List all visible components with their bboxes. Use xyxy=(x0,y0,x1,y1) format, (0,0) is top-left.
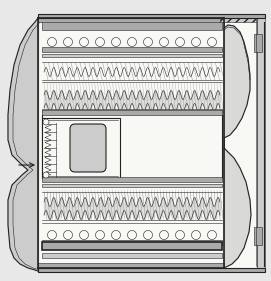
Circle shape xyxy=(208,230,217,239)
Bar xyxy=(42,242,222,250)
Circle shape xyxy=(95,37,105,46)
Polygon shape xyxy=(224,148,251,268)
Circle shape xyxy=(192,230,201,239)
Bar xyxy=(42,253,222,258)
Bar xyxy=(42,240,222,245)
Circle shape xyxy=(111,37,121,46)
Bar xyxy=(38,14,265,18)
Circle shape xyxy=(95,230,105,239)
Bar xyxy=(42,20,222,30)
Bar xyxy=(42,109,222,112)
Circle shape xyxy=(176,230,185,239)
Bar xyxy=(38,268,265,272)
Bar xyxy=(220,14,256,22)
Circle shape xyxy=(63,230,73,239)
Circle shape xyxy=(43,172,49,178)
Circle shape xyxy=(176,37,185,46)
Circle shape xyxy=(43,119,49,125)
Circle shape xyxy=(127,230,137,239)
Circle shape xyxy=(144,37,153,46)
Circle shape xyxy=(192,37,201,46)
Polygon shape xyxy=(224,25,250,138)
FancyBboxPatch shape xyxy=(70,124,106,172)
Bar xyxy=(42,54,222,57)
Circle shape xyxy=(47,230,56,239)
Bar xyxy=(42,118,120,178)
Bar xyxy=(42,47,222,52)
Circle shape xyxy=(79,230,89,239)
Circle shape xyxy=(144,230,153,239)
Bar xyxy=(224,18,257,268)
Bar xyxy=(38,18,224,268)
Circle shape xyxy=(160,37,169,46)
Circle shape xyxy=(160,230,169,239)
Bar xyxy=(42,177,222,182)
Circle shape xyxy=(127,37,137,46)
Bar xyxy=(42,110,222,115)
Circle shape xyxy=(47,37,56,46)
Bar xyxy=(254,227,262,245)
Polygon shape xyxy=(8,18,38,271)
Circle shape xyxy=(111,230,121,239)
Circle shape xyxy=(208,37,217,46)
Bar xyxy=(42,184,222,187)
Bar xyxy=(38,263,224,268)
Circle shape xyxy=(63,37,73,46)
Circle shape xyxy=(79,37,89,46)
Bar xyxy=(254,34,262,52)
Bar xyxy=(257,18,265,268)
Bar xyxy=(38,17,224,22)
